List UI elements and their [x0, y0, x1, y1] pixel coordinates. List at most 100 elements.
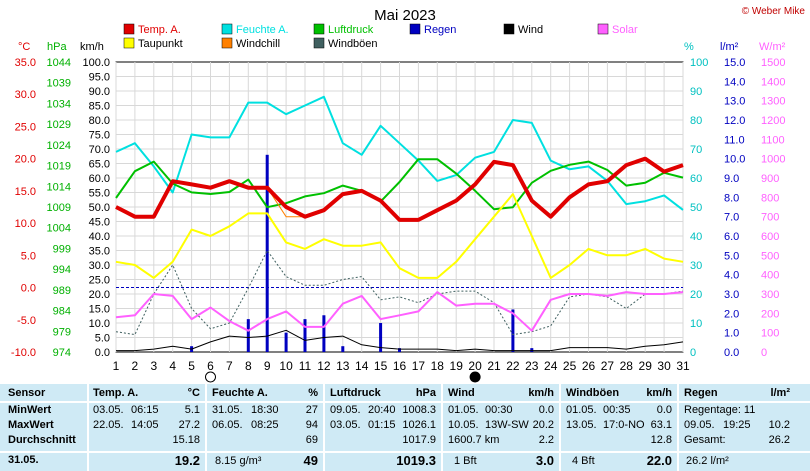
- pressure-axis-tick: 1024: [47, 140, 71, 152]
- avg-row-label: Durchschnitt: [8, 434, 76, 446]
- x-tick-label: 2: [132, 359, 139, 373]
- x-tick-label: 26: [582, 359, 596, 373]
- wind-axis-tick: 55.0: [89, 188, 110, 200]
- wind-axis-tick: 80.0: [89, 115, 110, 127]
- statistics-table: Sensor MinWert MaxWert Durchschnitt 31.0…: [0, 384, 810, 471]
- x-tick-label: 23: [525, 359, 539, 373]
- solar-axis-tick: 1500: [761, 57, 785, 69]
- solar-axis-tick: 1200: [761, 115, 785, 127]
- rain-current-value: 26.2 l/m²: [686, 455, 729, 467]
- x-tick-label: 10: [279, 359, 293, 373]
- humidity-axis-tick: 20: [690, 289, 702, 301]
- x-tick-label: 6: [207, 359, 214, 373]
- legend-swatch: [409, 23, 421, 35]
- humidity-axis-tick: 50: [690, 202, 702, 214]
- temp-axis-tick: 0.0: [21, 283, 36, 295]
- current-date: 31.05.: [8, 454, 39, 466]
- gust-header: Windböen: [566, 387, 620, 399]
- humidity-unit: %: [308, 387, 318, 399]
- wind-axis-tick: 65.0: [89, 159, 110, 171]
- pressure-unit: hPa: [415, 387, 436, 399]
- x-tick-label: 27: [601, 359, 615, 373]
- legend-swatch: [123, 37, 135, 49]
- temp-max-date: 22.05.: [93, 419, 124, 431]
- humidity-min-time: 18:30: [251, 404, 279, 416]
- gust-max-value: 63.1: [650, 419, 672, 431]
- humidity-max-date: 06.05.: [212, 419, 243, 431]
- wind-min-date: 01.05.: [448, 404, 479, 416]
- rain-axis-tick: 8.0: [724, 192, 739, 204]
- x-tick-label: 21: [487, 359, 501, 373]
- pressure-axis-tick: 1029: [47, 119, 71, 131]
- x-tick-label: 25: [563, 359, 577, 373]
- solar-axis-tick: 1000: [761, 154, 785, 166]
- max-row-label: MaxWert: [8, 419, 54, 431]
- rain-max-date: 09.05.: [684, 419, 715, 431]
- legend-label: Solar: [612, 24, 638, 36]
- wind-min-value: 0.0: [538, 404, 554, 416]
- rain-bar: [530, 348, 534, 352]
- solar-axis-label: W/m²: [759, 41, 786, 53]
- legend-label: Windböen: [328, 38, 378, 50]
- absolute-humidity-value: 8.15 g/m³: [215, 455, 262, 467]
- rain-total-label: Gesamt:: [684, 434, 726, 446]
- humidity-avg-value: 69: [305, 434, 318, 446]
- wind-axis-tick: 75.0: [89, 130, 110, 142]
- weather-chart: Mai 2023 © Weber Mike Temp. A. Feuchte A.…: [11, 6, 805, 383]
- legend-swatch: [503, 23, 515, 35]
- pressure-header: Luftdruck: [330, 387, 381, 399]
- wind-axis-tick: 90.0: [89, 86, 110, 98]
- legend-label: Feuchte A.: [236, 24, 289, 36]
- rain-axis-label: l/m²: [720, 41, 739, 53]
- wind-max-value: 20.2: [532, 419, 554, 431]
- humidity-max-time: 08:25: [251, 419, 279, 431]
- rain-axis-tick: 11.0: [724, 134, 745, 146]
- pressure-max-date: 03.05.: [330, 419, 361, 431]
- x-tick-label: 28: [620, 359, 634, 373]
- legend-label: Windchill: [236, 38, 280, 50]
- temp-min-date: 03.05.: [93, 404, 124, 416]
- rain-unit: l/m²: [770, 387, 790, 399]
- legend-label: Temp. A.: [138, 24, 181, 36]
- wind-axis-tick: 60.0: [89, 173, 110, 185]
- solar-axis-tick: 500: [761, 250, 779, 262]
- legend-swatch: [597, 23, 609, 35]
- x-tick-label: 7: [226, 359, 233, 373]
- pressure-axis-tick: 1014: [47, 181, 71, 193]
- gust-unit: km/h: [646, 387, 672, 399]
- wind-axis-tick: 100.0: [82, 57, 110, 69]
- pressure-axis-tick: 989: [53, 285, 71, 297]
- wind-beaufort: 1 Bft: [454, 455, 477, 467]
- humidity-axis-tick: 0: [690, 347, 696, 359]
- rain-bar: [511, 309, 515, 352]
- solar-axis-tick: 700: [761, 212, 779, 224]
- x-tick-label: 12: [317, 359, 331, 373]
- temp-min-value: 5.1: [184, 404, 200, 416]
- wind-axis-tick: 0.0: [95, 347, 110, 359]
- rain-bar: [398, 348, 401, 352]
- pressure-axis-tick: 1034: [47, 98, 71, 110]
- wind-axis-tick: 5.0: [95, 333, 110, 345]
- rain-bar: [246, 319, 250, 352]
- x-tick-label: 15: [374, 359, 388, 373]
- pressure-axis-tick: 1019: [47, 161, 71, 173]
- humidity-header: Feuchte A.: [212, 387, 268, 399]
- pressure-axis-tick: 979: [53, 326, 71, 338]
- rain-bar: [379, 323, 383, 352]
- pressure-axis-tick: 1009: [47, 202, 71, 214]
- humidity-max-value: 94: [305, 419, 318, 431]
- humidity-current-value: 49: [303, 453, 318, 468]
- rain-axis-tick: 15.0: [724, 57, 745, 69]
- humidity-axis-tick: 60: [690, 173, 702, 185]
- temp-avg-value: 15.18: [172, 434, 200, 446]
- pressure-min-time: 20:40: [368, 404, 396, 416]
- wind-max-direction: 13W-SW: [485, 419, 529, 431]
- x-tick-label: 30: [657, 359, 671, 373]
- temp-header: Temp. A.: [93, 387, 139, 399]
- rain-bar: [341, 346, 345, 352]
- temp-axis-label: °C: [18, 41, 30, 53]
- wind-axis-tick: 50.0: [89, 202, 110, 214]
- pressure-axis-tick: 1039: [47, 78, 71, 90]
- rain-bar: [322, 315, 326, 352]
- x-tick-label: 11: [299, 359, 312, 373]
